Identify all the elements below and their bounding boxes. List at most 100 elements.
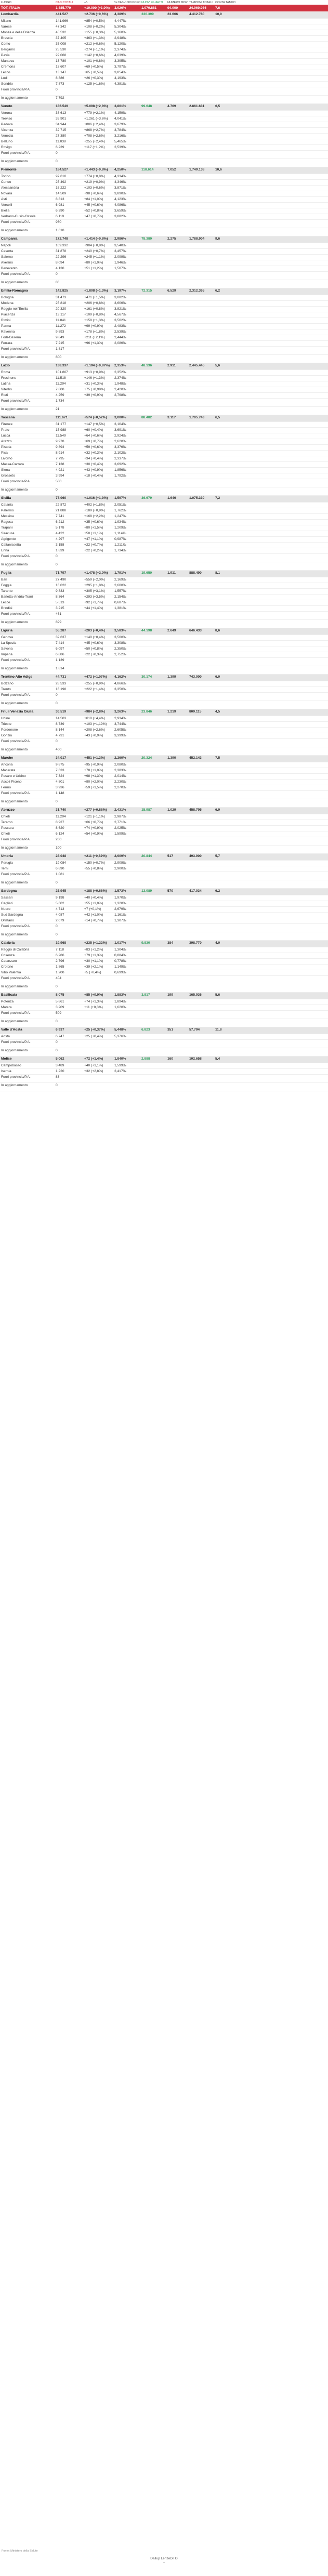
- province-cases: 101.807: [55, 369, 83, 376]
- col-header-numero-morti[interactable]: NUMERO MORTI: [167, 1, 188, 4]
- province-per1000: [113, 354, 140, 364]
- province-delta: +59 (+1,5%): [83, 785, 113, 791]
- region-tpos: 6,5: [214, 103, 241, 111]
- province-per1000: 2,051‰: [113, 502, 140, 509]
- region-row[interactable]: Toscana 111.671 +574 (+0,52%) 3,000% 88.482 3…: [0, 415, 328, 422]
- province-row: Roma 101.807 +913 (+0,9%) 2,352‰: [0, 369, 328, 376]
- province-cases: 7.414: [55, 640, 83, 647]
- province-name: Fuori provincia/P.A.: [0, 692, 55, 702]
- region-delta: +277 (+0,88%): [83, 807, 113, 815]
- region-recovered: 23.846: [140, 709, 166, 717]
- province-delta: +69 (+0,5%): [83, 64, 113, 71]
- province-cases: 1.220: [55, 1068, 83, 1075]
- col-header-nuovi-guariti[interactable]: NUOVI GUARITI: [141, 1, 163, 4]
- region-row[interactable]: Marche 34.017 +451 (+1,3%) 2,260% 20.324 1.39…: [0, 755, 328, 763]
- region-row[interactable]: Puglia 71.797 +1.478 (+2,0%) 1,791% 19.650 1.…: [0, 570, 328, 578]
- province-row: Catanzaro 2.796 +30 (+1,1%) 0,778‰: [0, 958, 328, 965]
- region-row[interactable]: Molise 5.062 +72 (+1,4%) 1,840% 2.888 160 102.…: [0, 1056, 328, 1064]
- province-cases: 3.994: [55, 473, 83, 480]
- province-delta: +66 (+0,7%): [83, 820, 113, 826]
- province-per1000: 2,420‰: [113, 387, 140, 393]
- province-row: Macerata 7.633 +78 (+1,0%) 2,383‰: [0, 768, 328, 774]
- region-delta: +1.016 (+1,3%): [83, 495, 113, 503]
- region-row[interactable]: Veneto 186.549 +5.098 (+2,8%) 3,801% 99.648 4…: [0, 103, 328, 111]
- province-delta: +52 (+0,8%): [83, 208, 113, 215]
- province-delta: [83, 747, 113, 756]
- region-tpos: 4,0: [214, 940, 241, 948]
- region-deaths: 384: [166, 940, 188, 948]
- region-tpos: 5,6: [214, 992, 241, 1000]
- region-row[interactable]: Sardegna 25.945 +188 (+0,66%) 1,573% 13.089 5…: [0, 888, 328, 896]
- province-name: Enna: [0, 548, 55, 554]
- province-per1000: 1,599‰: [113, 831, 140, 838]
- region-row[interactable]: Friuli Venezia Giulia 36.519 +984 (+2,8%) 3…: [0, 709, 328, 717]
- region-row[interactable]: Basilicata 8.075 +85 (+0,9%) 1,883% 3.817 199…: [0, 992, 328, 1000]
- region-name: Trentino Alto Adige: [0, 674, 55, 682]
- region-recovered: 44.198: [140, 628, 166, 636]
- province-per1000: [113, 398, 140, 407]
- province-name: Taranto: [0, 588, 55, 595]
- province-name: Monza e della Brianza: [0, 30, 55, 36]
- province-row: Alessandria 16.222 +103 (+0,6%) 3,871‰: [0, 185, 328, 192]
- col-header-luogo[interactable]: LUOGO: [1, 1, 11, 4]
- region-delta: +235 (+1,22%): [83, 940, 113, 948]
- province-delta: +65 (+0,5%): [83, 70, 113, 76]
- province-delta: [83, 1048, 113, 1057]
- province-name: Milano: [0, 18, 55, 25]
- province-per1000: 2,798‰: [113, 392, 140, 399]
- province-name: Ragusa: [0, 519, 55, 526]
- col-header-casi-1000[interactable]: % CASI/1000 POPOLAZIONE: [114, 1, 140, 4]
- region-row[interactable]: Sicilia 77.060 +1.016 (+1,3%) 1,597% 36.679 1…: [0, 495, 328, 503]
- col-header-tamponi[interactable]: TAMPONI TOTALI: [189, 1, 213, 4]
- province-per1000: [113, 553, 140, 563]
- province-cases: 21: [55, 406, 83, 416]
- province-delta: +109 (+0,8%): [83, 312, 113, 319]
- region-row[interactable]: Emilia-Romagna 142.825 +1.808 (+1,3%) 3,197…: [0, 288, 328, 296]
- region-row[interactable]: Valle d'Aosta 6.937 +25 (+0,37%) 5,448% 6.82…: [0, 1027, 328, 1035]
- col-header-casi[interactable]: CASI TOTALI: [56, 1, 73, 4]
- province-per1000: [113, 562, 140, 571]
- province-cases: 7.118: [55, 947, 83, 954]
- region-cases: 138.337: [55, 363, 83, 371]
- province-name: Caltanissetta: [0, 542, 55, 549]
- province-cases: 3.215: [55, 605, 83, 612]
- region-cases: 186.549: [55, 103, 83, 111]
- province-cases: 1.734: [55, 398, 83, 407]
- chevron-down-icon[interactable]: ⌄: [162, 2561, 166, 2564]
- region-delta: +1.443 (+0,8%): [83, 167, 113, 175]
- province-per1000: 2,230‰: [113, 779, 140, 786]
- province-per1000: [113, 790, 140, 800]
- province-delta: +40 (+1,1%): [83, 1063, 113, 1069]
- province-cases: 14.509: [55, 191, 83, 197]
- region-row[interactable]: Liguria 55.287 +203 (+0,4%) 3,583% 44.198 2.6…: [0, 628, 328, 636]
- region-row[interactable]: Lazio 138.337 +1.194 (+0,87%) 2,353% 48.136 2…: [0, 363, 328, 371]
- province-row: Fuori provincia/P.A. 0: [0, 150, 328, 160]
- province-name: Piacenza: [0, 312, 55, 319]
- province-delta: +854 (+0,5%): [83, 18, 113, 25]
- region-row[interactable]: Calabria 19.968 +235 (+1,22%) 1,017% 9.830 38…: [0, 940, 328, 948]
- province-name: Catania: [0, 502, 55, 509]
- province-name: Alessandria: [0, 185, 55, 192]
- province-per1000: [113, 701, 140, 710]
- province-delta: +84 (+1,0%): [83, 196, 113, 203]
- province-cases: 5.513: [55, 600, 83, 606]
- province-cases: 4.921: [55, 467, 83, 474]
- col-header-conta[interactable]: CONTA TAMPO: [215, 1, 236, 4]
- region-row[interactable]: Piemonte 184.527 +1.443 (+0,8%) 4,250% 118.6…: [0, 167, 328, 175]
- region-row[interactable]: Abruzzo 31.740 +277 (+0,88%) 2,431% 15.987 1.…: [0, 807, 328, 815]
- province-row: Fuori provincia/P.A. 1.734: [0, 398, 328, 407]
- col-header-delta[interactable]: +/-: [84, 1, 88, 4]
- province-delta: [83, 346, 113, 355]
- region-row[interactable]: Campania 172.748 +1.414 (+0,8%) 2,986% 78.38…: [0, 236, 328, 244]
- province-delta: +471 (+1,5%): [83, 295, 113, 301]
- region-delta: +211 (+0,82%): [83, 853, 113, 861]
- province-row: Lucca 11.549 +64 (+0,6%) 2,924‰: [0, 433, 328, 440]
- region-row[interactable]: Lombardia 441.527 +2.736 (+0,6%) 4,389% 330.…: [0, 11, 328, 19]
- region-row[interactable]: Trentino Alto Adige 44.731 +472 (+1,07%) 4,…: [0, 674, 328, 682]
- region-row[interactable]: Umbria 28.048 +211 (+0,82%) 2,909% 20.844 517…: [0, 853, 328, 861]
- province-per1000: 3,350‰: [113, 686, 140, 693]
- province-per1000: 2,417‰: [113, 1068, 140, 1075]
- province-cases: 0: [55, 1082, 83, 1092]
- province-delta: [83, 1019, 113, 1028]
- province-cases: 1.610: [55, 228, 83, 237]
